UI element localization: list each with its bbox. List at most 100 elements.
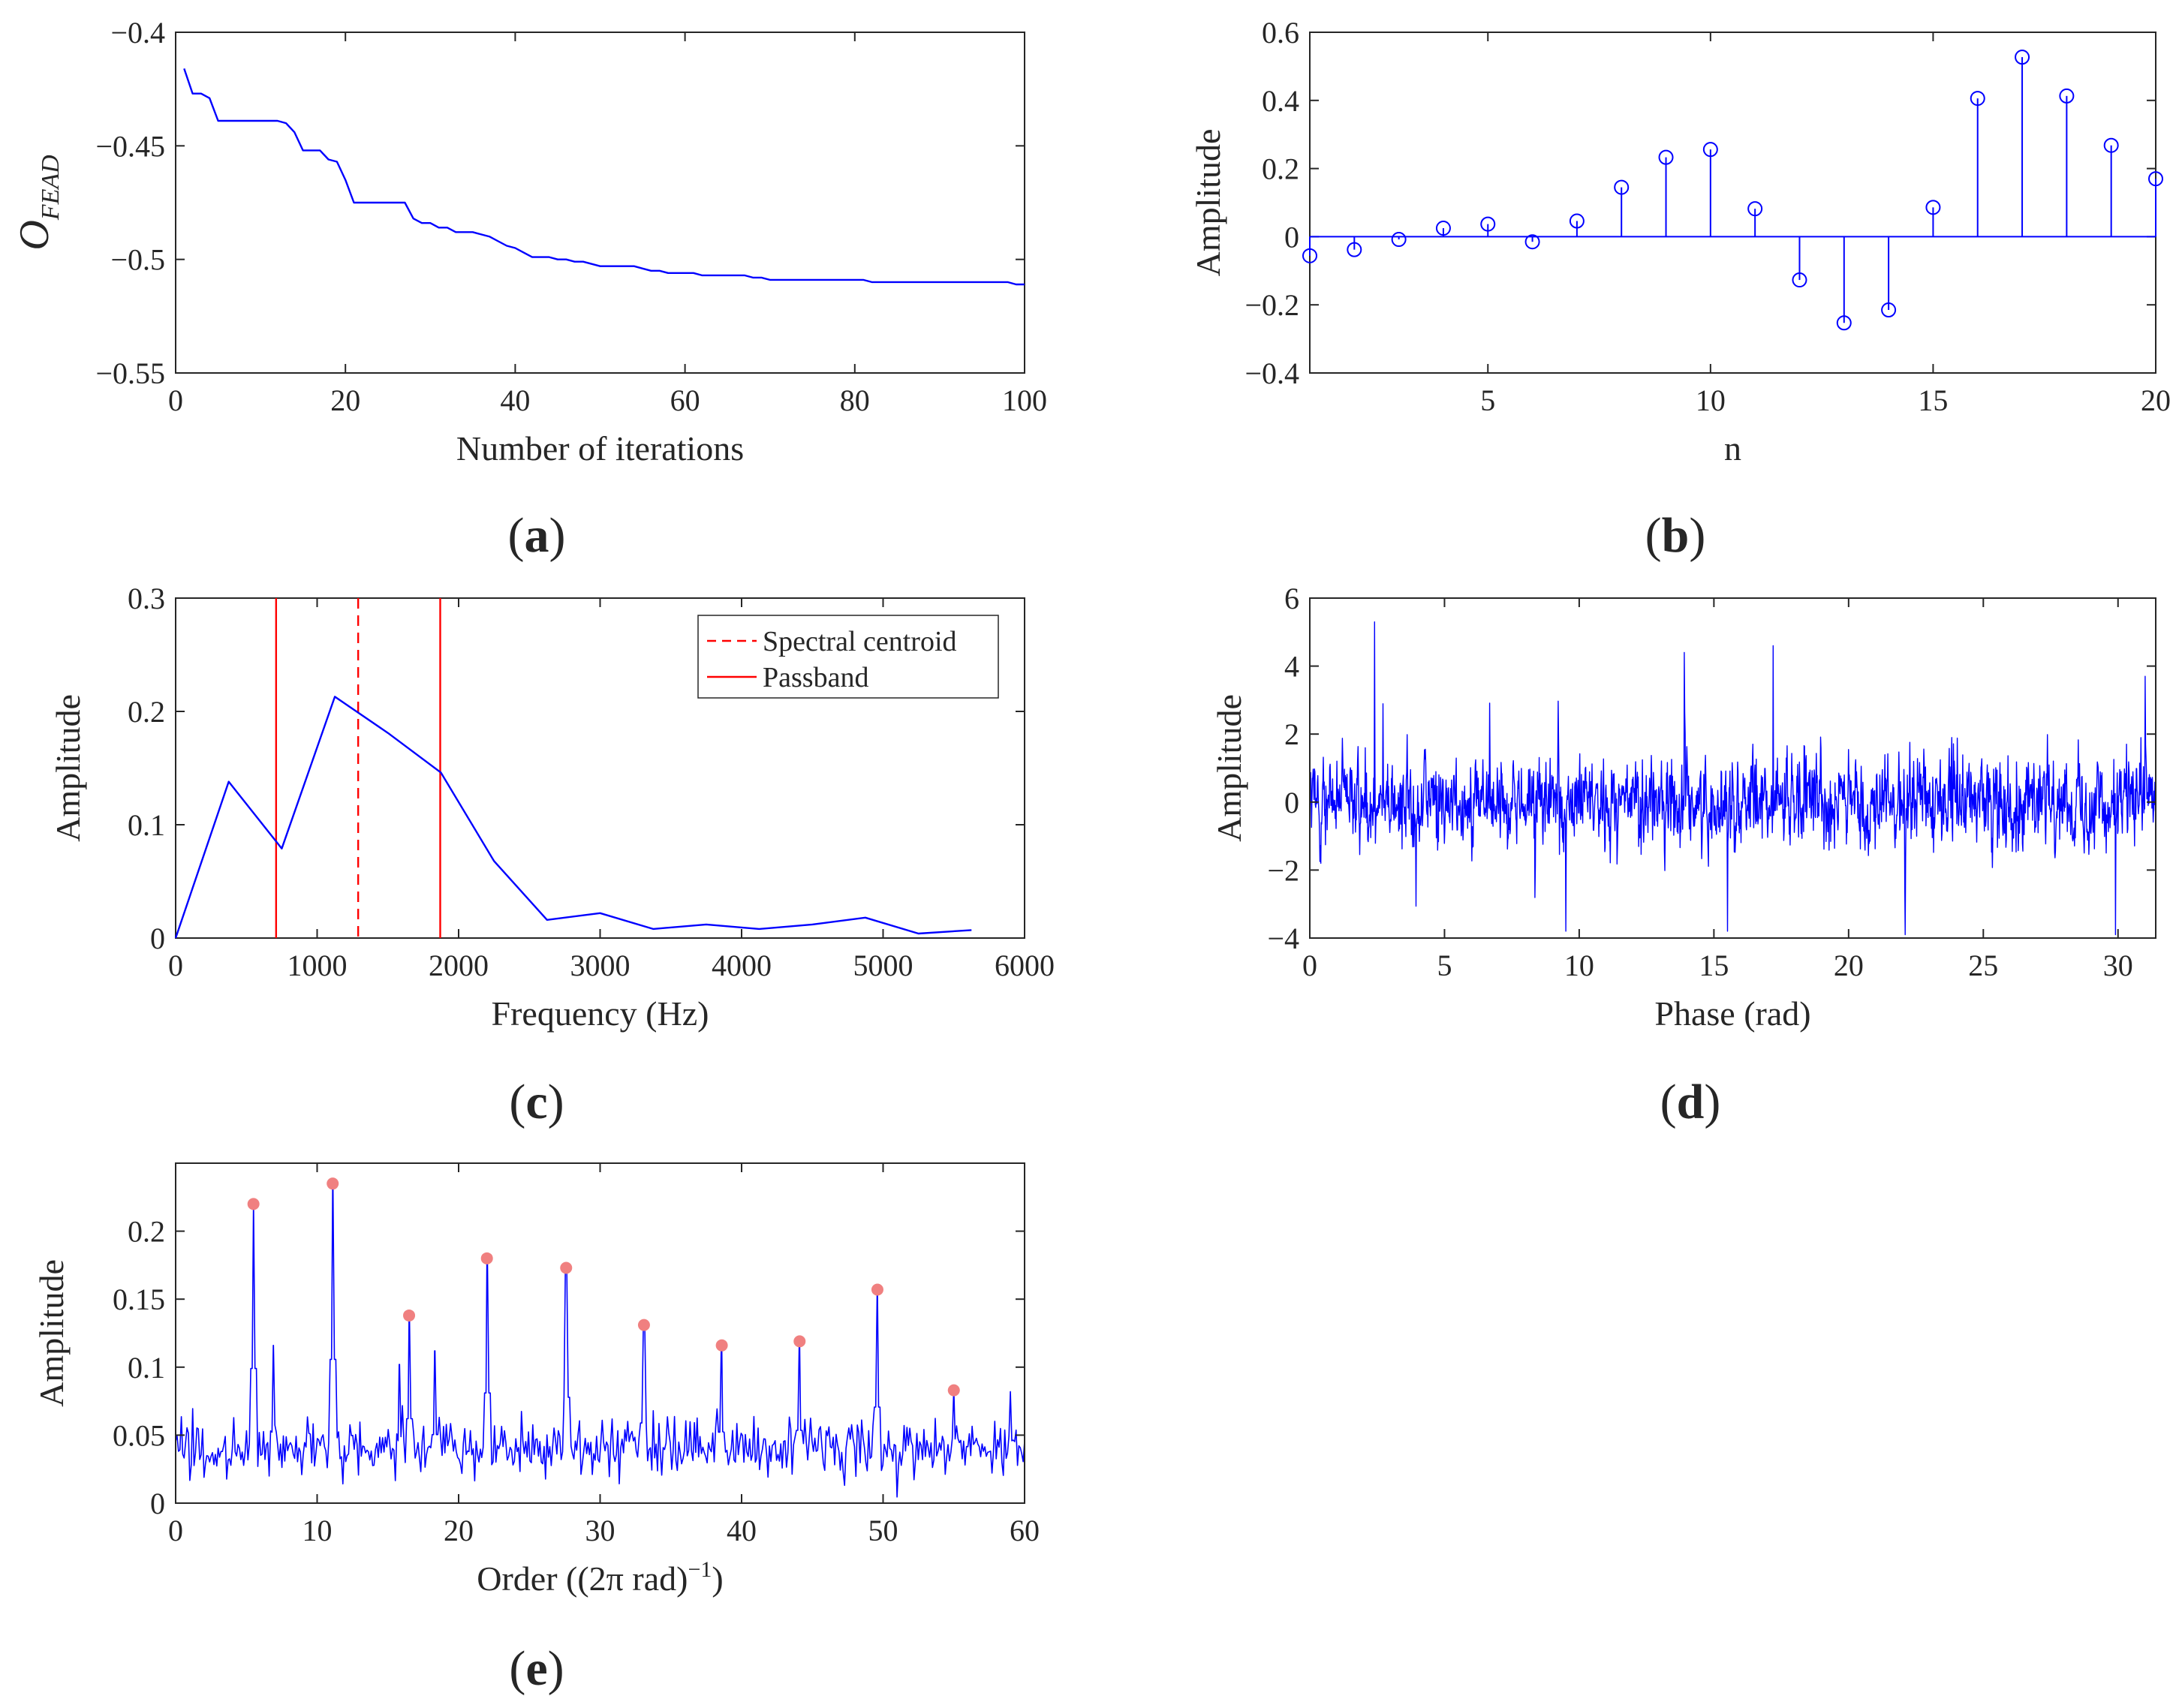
stem-marker (1480, 216, 1496, 232)
panel-label-a: (a) (508, 508, 566, 563)
x-tick-label: 60 (670, 383, 700, 417)
x-axis-label: Number of iterations (456, 429, 744, 468)
x-tick-label: 80 (840, 383, 870, 417)
x-tick-label: 100 (1002, 383, 1047, 417)
legend: Spectral centroid Passband (697, 615, 999, 699)
x-tick-label: 60 (1010, 1514, 1040, 1547)
stem-marker (1391, 232, 1407, 248)
x-tick-label: 4000 (712, 949, 772, 982)
x-tick-label: 30 (585, 1514, 615, 1547)
series-line-order-spectrum (176, 1183, 1025, 1498)
stem-marker (1524, 234, 1540, 250)
stem-marker (2103, 137, 2119, 153)
y-tick-label: 0.2 (128, 1215, 165, 1249)
axes-box (1309, 32, 2156, 374)
x-tick-label: 0 (168, 1514, 183, 1547)
chart-e: 0 10 20 30 40 50 60 0 0.05 0.1 0.15 0.2 Order ((2π r… (32, 1162, 1040, 1598)
y-axis-label: Amplitude (49, 694, 87, 842)
y-tick-label: 0.2 (1262, 152, 1299, 186)
chart-a: 0 20 40 60 80 100 −0.55 −0.5 −0.45 −0.4 Number of … (11, 16, 1047, 468)
peak-marker (247, 1198, 260, 1210)
x-tick-label: 5 (1480, 383, 1495, 417)
peak-marker (327, 1177, 339, 1190)
stem-marker (1747, 201, 1763, 217)
x-tick-label: 20 (444, 1514, 474, 1547)
x-tick-label: 40 (727, 1514, 757, 1547)
peak-marker (715, 1339, 728, 1352)
x-tick-label: 1000 (287, 949, 348, 982)
stem-marker (1435, 221, 1451, 236)
y-tick-label: 0.1 (128, 1351, 165, 1385)
peak-marker (403, 1309, 416, 1322)
stem-marker (1614, 179, 1630, 195)
y-tick-label: 0.3 (128, 582, 165, 615)
legend-box (697, 615, 999, 699)
peak-marker (947, 1384, 960, 1397)
peak-marker (560, 1261, 573, 1274)
stem-marker (2015, 50, 2030, 65)
x-tick-label: 3000 (570, 949, 631, 982)
stem-marker (1836, 315, 1852, 331)
y-tick-label: −0.4 (1244, 356, 1299, 390)
y-tick-label: −0.2 (1244, 288, 1299, 322)
x-axis-label: Frequency (Hz) (492, 994, 709, 1033)
y-tick-label: −0.4 (110, 16, 165, 50)
stem-marker (1569, 213, 1585, 229)
y-tick-label: 0.4 (1262, 84, 1299, 118)
y-tick-label: 0 (150, 1487, 165, 1520)
y-tick-label: −0.5 (110, 243, 165, 277)
legend-label: Passband (763, 662, 868, 693)
x-tick-label: 20 (1834, 949, 1864, 982)
panel-label-c: (c) (509, 1075, 564, 1129)
stem-marker (1658, 149, 1674, 165)
x-tick-label: 15 (1699, 949, 1729, 982)
series-line-signal (1310, 621, 2156, 936)
legend-label: Spectral centroid (763, 626, 957, 657)
x-tick-label: 10 (1696, 383, 1726, 417)
y-tick-label: 4 (1284, 650, 1299, 684)
series-line-spectrum (174, 696, 972, 939)
stem-marker (2059, 88, 2075, 104)
peak-marker (480, 1252, 493, 1264)
y-tick-label: −0.45 (95, 129, 165, 163)
y-tick-label: 0 (150, 922, 165, 955)
x-axis-label: Phase (rad) (1654, 994, 1810, 1033)
x-tick-label: 6000 (995, 949, 1055, 982)
stem-marker (1925, 200, 1941, 215)
y-axis-label: Amplitude (1210, 694, 1248, 842)
y-tick-label: 0.05 (113, 1418, 165, 1452)
panel-label-d: (d) (1660, 1075, 1721, 1129)
panel-label-b: (b) (1645, 508, 1706, 563)
chart-d: 0 5 10 15 20 25 30 −4 −2 0 2 4 6 Phase (rad) Amplitude (1210, 582, 2156, 1033)
stem-marker (1302, 248, 1317, 263)
x-tick-label: 0 (168, 949, 183, 982)
y-tick-label: 0 (1284, 220, 1299, 254)
stem-marker (2148, 171, 2163, 187)
y-tick-label: −2 (1267, 853, 1299, 887)
x-tick-label: 10 (1564, 949, 1594, 982)
peak-marker (793, 1335, 806, 1348)
stem-marker (1881, 302, 1897, 318)
x-tick-label: 5 (1437, 949, 1452, 982)
y-axis-label: Amplitude (32, 1259, 71, 1407)
x-tick-label: 40 (500, 383, 530, 417)
axes-box (175, 32, 1025, 374)
x-axis-label: n (1724, 429, 1741, 468)
y-tick-label: 0 (1284, 786, 1299, 819)
x-tick-label: 20 (330, 383, 360, 417)
stem-marker (1702, 142, 1718, 158)
y-axis-label: OFEAD (11, 155, 65, 251)
y-axis-label: Amplitude (1189, 129, 1227, 277)
x-tick-label: 0 (1302, 949, 1317, 982)
y-tick-label: 2 (1284, 717, 1299, 751)
x-tick-label: 5000 (853, 949, 913, 982)
y-tick-label: 0.2 (128, 695, 165, 729)
series-line-ofead (183, 68, 1025, 286)
stem-marker (1347, 242, 1362, 257)
stem-marker (1792, 272, 1807, 288)
y-tick-label: 0.6 (1262, 16, 1299, 50)
y-tick-label: 0.1 (128, 808, 165, 842)
x-tick-label: 50 (868, 1514, 898, 1547)
chart-b: 5 10 15 20 −0.4 −0.2 0 0.2 0.4 0.6 n Amplitude (1189, 16, 2171, 468)
x-tick-label: 15 (1918, 383, 1948, 417)
